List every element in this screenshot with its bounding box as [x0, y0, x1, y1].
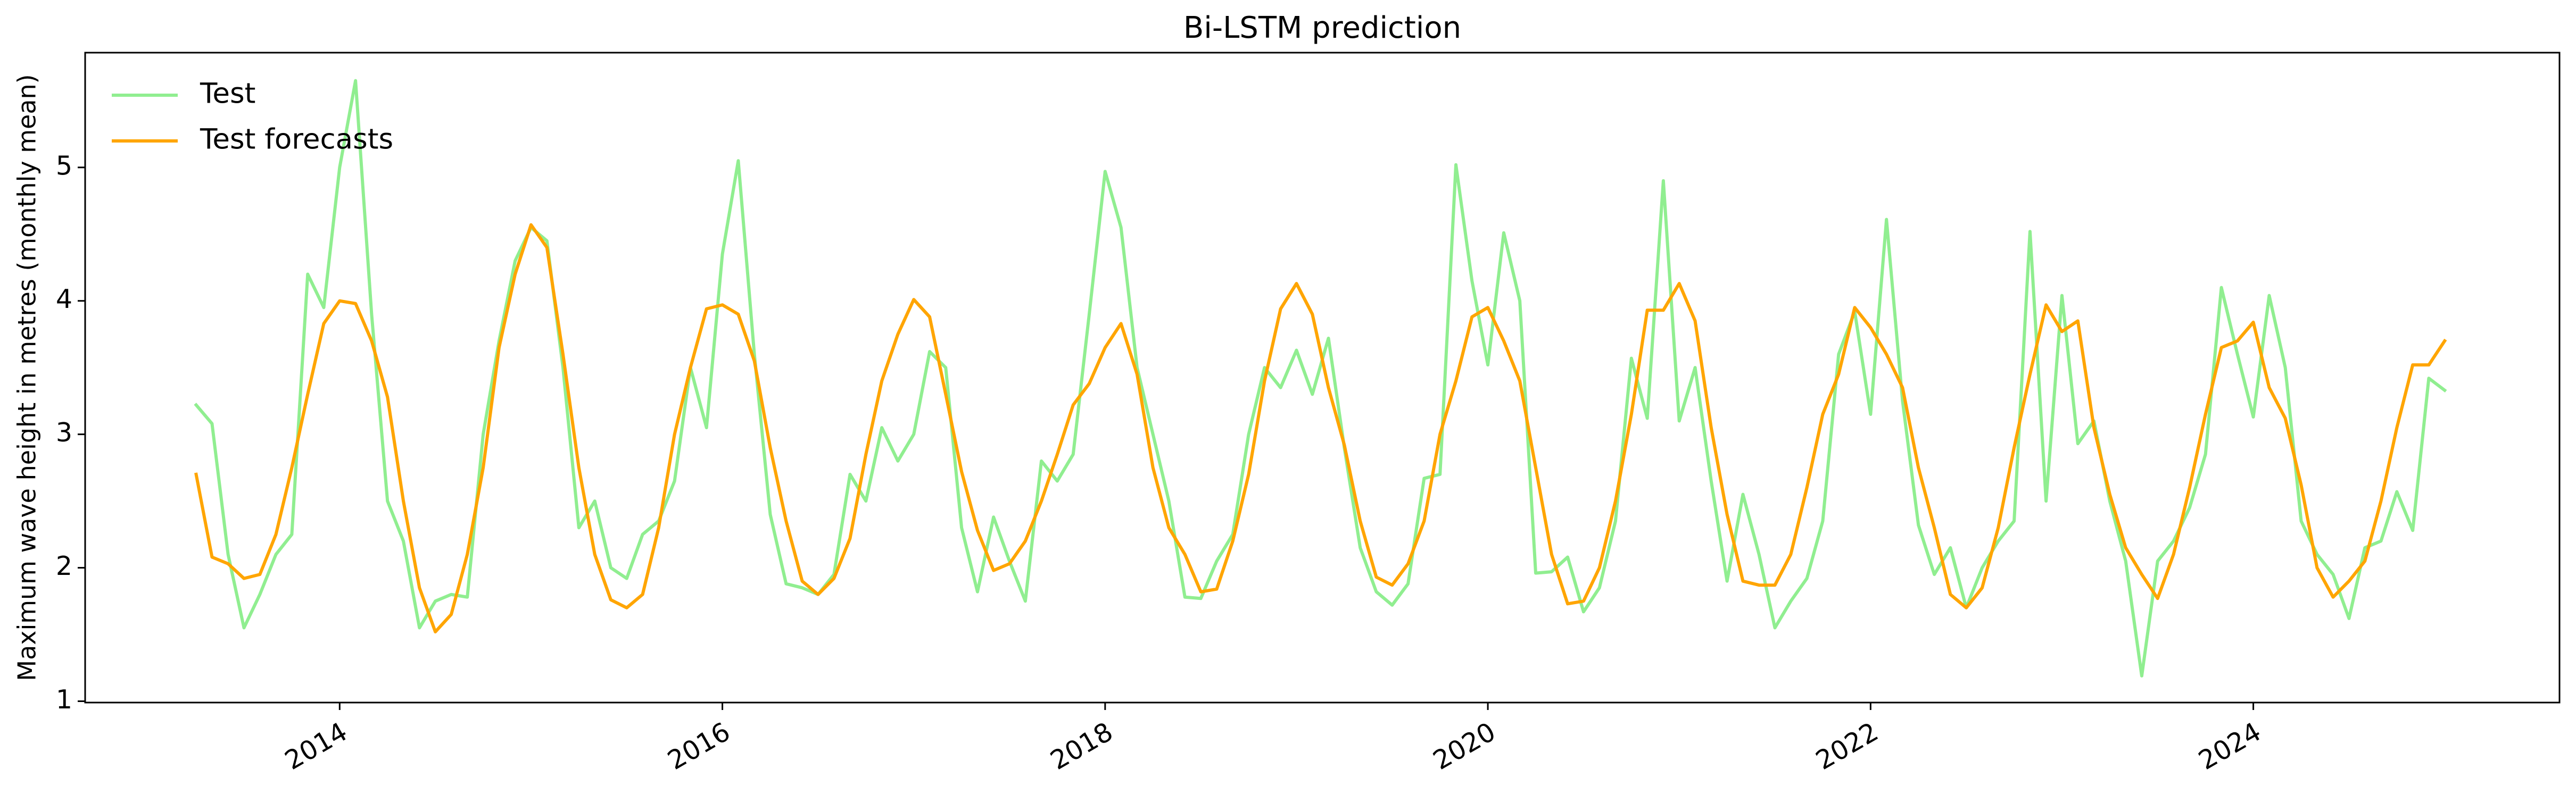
- y-tick-label: 4: [56, 284, 72, 314]
- y-tick-label: 2: [56, 551, 72, 581]
- legend-label: Test: [200, 78, 255, 110]
- y-axis-label: Maximum wave height in metres (monthly m…: [13, 74, 42, 681]
- y-tick-label: 3: [56, 417, 72, 448]
- chart-title: Bi-LSTM prediction: [1183, 11, 1461, 45]
- series-line: [194, 223, 2447, 634]
- legend-label: Test forecasts: [200, 123, 393, 156]
- plot-frame: [84, 52, 2561, 704]
- series-line: [194, 79, 2447, 678]
- y-tick-label: 5: [56, 151, 72, 181]
- y-tick-label: 1: [56, 684, 72, 715]
